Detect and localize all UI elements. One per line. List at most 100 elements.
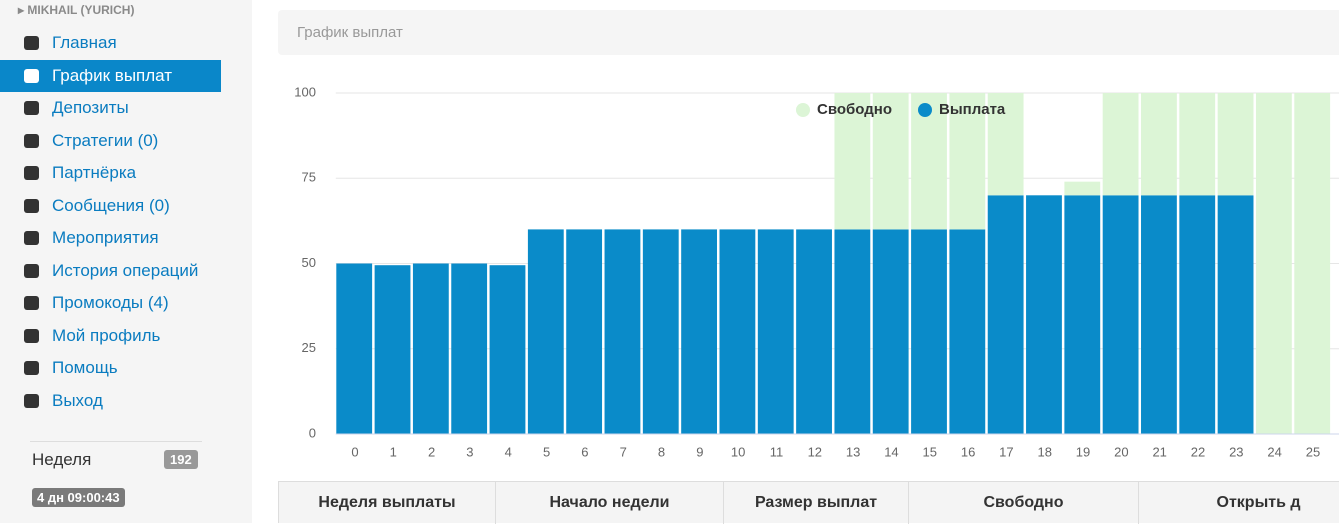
bar-segment <box>834 93 871 230</box>
x-tick-label: 12 <box>808 444 822 459</box>
menu-item[interactable]: Мероприятия <box>0 222 221 254</box>
menu-icon <box>24 36 39 50</box>
user-name[interactable]: ▸ MIKHAIL (YURICH) <box>18 3 135 17</box>
week-badge: 192 <box>164 450 198 469</box>
bar-segment <box>1141 93 1177 196</box>
bar-segment <box>681 229 717 434</box>
table-header: Неделя выплаты Начало недели Размер выплат… <box>278 481 1339 524</box>
x-tick-label: 8 <box>658 444 665 459</box>
bar-segment <box>757 229 794 434</box>
x-tick-label: 11 <box>770 444 784 459</box>
menu-item[interactable]: Мой профиль <box>0 320 221 352</box>
bar-segment <box>1179 93 1216 196</box>
bar-segment <box>412 263 449 434</box>
column-header[interactable]: Неделя выплаты <box>279 482 496 524</box>
y-tick-label: 0 <box>309 425 316 440</box>
panel-header: График выплат <box>278 10 1339 55</box>
x-tick-label: 0 <box>351 444 358 459</box>
x-tick-label: 4 <box>505 444 512 459</box>
y-tick-label: 100 <box>294 84 316 99</box>
menu-label: Мой профиль <box>52 325 161 345</box>
bar-segment <box>1217 195 1254 434</box>
bar-segment <box>1294 93 1331 434</box>
y-tick-label: 50 <box>302 255 316 270</box>
x-tick-label: 22 <box>1191 444 1205 459</box>
menu-label: Стратегии (0) <box>52 130 159 150</box>
menu-icon <box>24 231 39 245</box>
legend-label[interactable]: Выплата <box>939 101 1006 118</box>
bar-segment <box>872 93 909 230</box>
bar-segment <box>451 263 488 434</box>
bar-segment <box>604 229 641 434</box>
menu-label: Главная <box>52 33 117 52</box>
menu-label: Сообщения (0) <box>52 195 170 215</box>
x-tick-label: 23 <box>1229 444 1243 459</box>
bar-segment <box>489 265 526 434</box>
menu-label: Помощь <box>52 358 118 377</box>
menu-icon <box>24 133 39 148</box>
menu-item[interactable]: Помощь <box>0 352 221 384</box>
menu-item[interactable]: Стратегии (0) <box>0 125 221 157</box>
menu-item[interactable]: Депозиты <box>0 92 221 124</box>
x-tick-label: 25 <box>1306 444 1320 459</box>
y-tick-label: 75 <box>302 170 316 185</box>
menu-icon <box>24 166 39 180</box>
bar-segment <box>1102 93 1139 196</box>
column-header[interactable]: Размер выплат <box>724 482 909 524</box>
menu-icon <box>24 263 39 278</box>
column-header[interactable]: Начало недели <box>496 482 724 524</box>
menu-label: Промокоды (4) <box>52 293 169 312</box>
legend-label[interactable]: Свободно <box>817 101 892 118</box>
column-header[interactable]: Открыть д <box>1139 482 1339 524</box>
column-header[interactable]: Свободно <box>909 482 1139 524</box>
bar-segment <box>336 263 373 434</box>
sidebar: ▸ MIKHAIL (YURICH) Неделя 192 4 дн 09:00… <box>0 0 252 523</box>
legend-marker <box>796 103 810 117</box>
x-tick-label: 3 <box>466 444 473 459</box>
menu-item[interactable]: Партнёрка <box>0 157 221 189</box>
menu-icon <box>24 198 39 213</box>
menu-item[interactable]: Выход <box>0 385 221 417</box>
x-tick-label: 1 <box>390 444 397 459</box>
menu-icon <box>24 328 39 343</box>
bar-segment <box>527 229 564 434</box>
bar-segment <box>872 229 909 434</box>
bar-segment <box>911 229 947 434</box>
bar-segment <box>987 195 1024 434</box>
menu-item[interactable]: Промокоды (4) <box>0 287 221 319</box>
menu-item[interactable]: История операций <box>0 255 221 287</box>
menu-label: Мероприятия <box>52 228 159 247</box>
x-tick-label: 18 <box>1037 444 1051 459</box>
bar-segment <box>374 265 411 434</box>
panel-title: График выплат <box>297 24 403 41</box>
bar-segment <box>796 229 832 434</box>
menu-label: График выплат <box>52 65 173 85</box>
menu-icon <box>24 296 39 310</box>
menu-icon <box>24 101 39 115</box>
x-tick-label: 15 <box>923 444 937 459</box>
x-tick-label: 5 <box>543 444 550 459</box>
x-tick-label: 10 <box>731 444 745 459</box>
bar-segment <box>1064 181 1101 196</box>
week-label: Неделя <box>32 450 92 469</box>
menu-item[interactable]: Главная <box>0 27 221 59</box>
x-tick-label: 20 <box>1114 444 1128 459</box>
x-tick-label: 6 <box>581 444 588 459</box>
x-tick-label: 13 <box>846 444 860 459</box>
menu-label: Выход <box>52 390 103 410</box>
x-tick-label: 17 <box>999 444 1013 459</box>
y-tick-label: 25 <box>302 340 316 355</box>
menu-item[interactable]: Сообщения (0) <box>0 190 221 222</box>
bar-segment <box>834 229 871 434</box>
legend-marker <box>918 103 932 117</box>
bar-segment <box>1255 93 1292 434</box>
menu-icon <box>24 361 39 375</box>
user-name-text: MIKHAIL (YURICH) <box>27 3 135 17</box>
divider <box>30 441 202 442</box>
menu-label: Партнёрка <box>52 163 137 182</box>
bar-segment <box>1179 195 1216 434</box>
x-tick-label: 14 <box>884 444 898 459</box>
menu-item[interactable]: График выплат <box>0 59 221 92</box>
